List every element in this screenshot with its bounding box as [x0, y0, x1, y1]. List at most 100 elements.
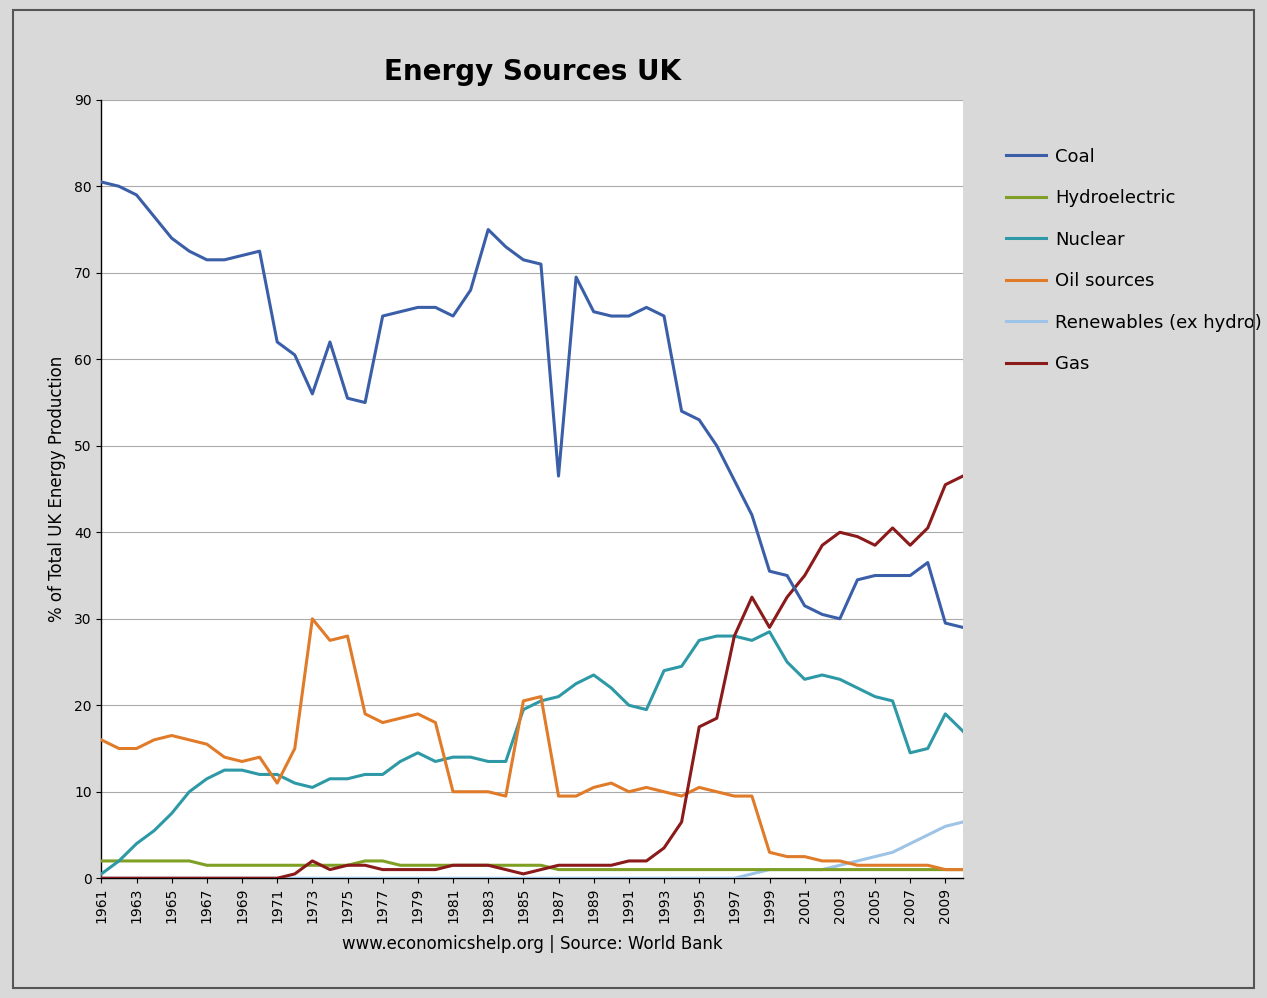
Renewables (ex hydro)	[727, 872, 742, 884]
Gas	[779, 591, 794, 603]
Renewables (ex hydro)	[480, 872, 495, 884]
Oil sources	[516, 695, 531, 707]
Hydroelectric	[94, 855, 109, 867]
Nuclear	[480, 755, 495, 767]
Nuclear	[533, 695, 549, 707]
Gas	[727, 630, 742, 642]
Hydroelectric	[516, 859, 531, 871]
Oil sources	[603, 777, 618, 789]
Nuclear	[199, 772, 214, 784]
Hydroelectric	[850, 863, 865, 875]
Title: Energy Sources UK: Energy Sources UK	[384, 58, 680, 87]
Gas	[147, 872, 162, 884]
Line: Nuclear: Nuclear	[101, 632, 963, 874]
Oil sources	[621, 785, 636, 797]
Renewables (ex hydro)	[340, 872, 355, 884]
Nuclear	[884, 695, 900, 707]
Gas	[551, 859, 566, 871]
Renewables (ex hydro)	[797, 863, 812, 875]
Gas	[393, 863, 408, 875]
Renewables (ex hydro)	[94, 872, 109, 884]
Hydroelectric	[322, 859, 337, 871]
Line: Hydroelectric: Hydroelectric	[101, 861, 963, 869]
Nuclear	[322, 772, 337, 784]
Gas	[710, 713, 725, 725]
Gas	[217, 872, 232, 884]
Hydroelectric	[217, 859, 232, 871]
Nuclear	[393, 755, 408, 767]
Gas	[375, 863, 390, 875]
Gas	[761, 622, 777, 634]
Coal	[288, 349, 303, 361]
Renewables (ex hydro)	[779, 863, 794, 875]
Coal	[639, 301, 654, 313]
Nuclear	[603, 682, 618, 694]
Coal	[305, 388, 321, 400]
Renewables (ex hydro)	[288, 872, 303, 884]
Coal	[920, 557, 935, 569]
Nuclear	[674, 661, 689, 673]
Nuclear	[727, 630, 742, 642]
Renewables (ex hydro)	[234, 872, 250, 884]
Hydroelectric	[111, 855, 127, 867]
Legend: Coal, Hydroelectric, Nuclear, Oil sources, Renewables (ex hydro), Gas: Coal, Hydroelectric, Nuclear, Oil source…	[1006, 148, 1262, 373]
Oil sources	[656, 785, 672, 797]
Gas	[340, 859, 355, 871]
Hydroelectric	[797, 863, 812, 875]
Coal	[533, 258, 549, 270]
Coal	[480, 224, 495, 236]
Renewables (ex hydro)	[305, 872, 321, 884]
Oil sources	[288, 743, 303, 754]
Nuclear	[516, 704, 531, 716]
Oil sources	[234, 755, 250, 767]
Oil sources	[727, 790, 742, 802]
Renewables (ex hydro)	[621, 872, 636, 884]
Oil sources	[832, 855, 848, 867]
Nuclear	[340, 772, 355, 784]
Renewables (ex hydro)	[656, 872, 672, 884]
Gas	[446, 859, 461, 871]
Nuclear	[815, 669, 830, 681]
Nuclear	[779, 656, 794, 668]
Oil sources	[357, 708, 372, 720]
Hydroelectric	[569, 863, 584, 875]
Gas	[639, 855, 654, 867]
Coal	[656, 310, 672, 322]
Renewables (ex hydro)	[938, 820, 953, 832]
Renewables (ex hydro)	[411, 872, 426, 884]
Gas	[920, 522, 935, 534]
Oil sources	[217, 751, 232, 763]
Nuclear	[111, 855, 127, 867]
Coal	[199, 253, 214, 265]
Gas	[832, 526, 848, 538]
Renewables (ex hydro)	[270, 872, 285, 884]
Renewables (ex hydro)	[393, 872, 408, 884]
Nuclear	[252, 768, 267, 780]
Gas	[902, 539, 917, 551]
Nuclear	[710, 630, 725, 642]
Nuclear	[94, 868, 109, 880]
Oil sources	[920, 859, 935, 871]
Coal	[428, 301, 443, 313]
Nuclear	[165, 807, 180, 819]
Gas	[94, 872, 109, 884]
Nuclear	[744, 635, 759, 647]
Hydroelectric	[744, 863, 759, 875]
Coal	[902, 570, 917, 582]
Oil sources	[850, 859, 865, 871]
Oil sources	[199, 739, 214, 750]
Coal	[587, 305, 602, 317]
Hydroelectric	[761, 863, 777, 875]
Nuclear	[446, 751, 461, 763]
Renewables (ex hydro)	[603, 872, 618, 884]
Coal	[603, 310, 618, 322]
Hydroelectric	[603, 863, 618, 875]
Hydroelectric	[129, 855, 144, 867]
Coal	[94, 176, 109, 188]
Nuclear	[938, 708, 953, 720]
Hydroelectric	[252, 859, 267, 871]
Nuclear	[832, 674, 848, 686]
Hydroelectric	[551, 863, 566, 875]
Nuclear	[181, 785, 196, 797]
Gas	[288, 868, 303, 880]
